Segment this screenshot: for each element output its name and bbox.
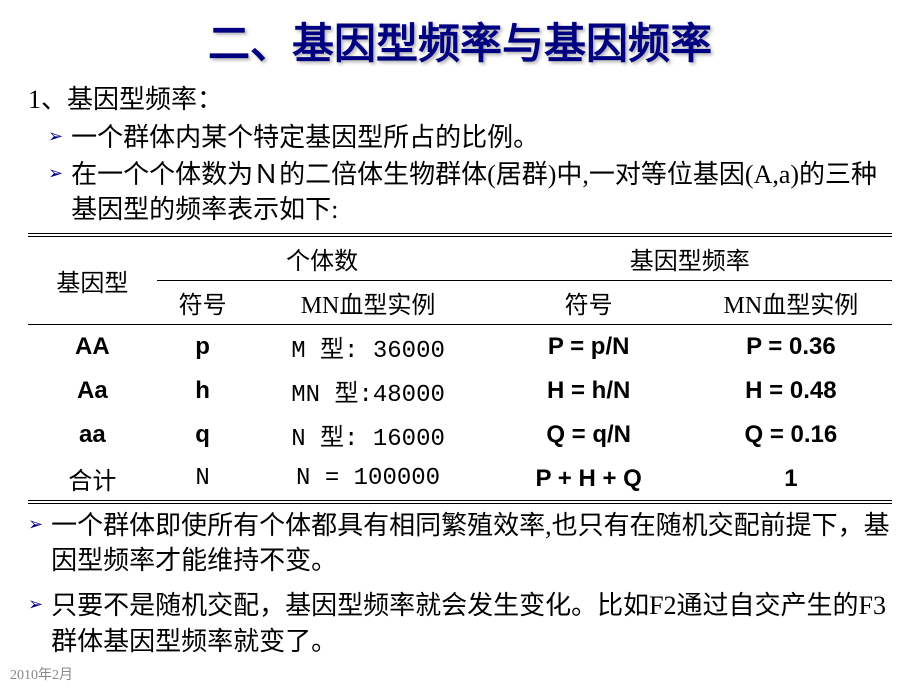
table-row: 合计 N N = 100000 P + H + Q 1 [28, 457, 892, 502]
bullet-text: 只要不是随机交配，基因型频率就会发生变化。比如F2通过自交产生的F3群体基因型频… [51, 588, 892, 658]
slide-title: 二、基因型频率与基因频率 [0, 0, 920, 79]
th-freq: 基因型频率 [488, 235, 892, 281]
chevron-icon: ➢ [48, 163, 63, 184]
bullet-item: ➢ 一个群体即使所有个体都具有相同繁殖效率,也只有在随机交配前提下，基因型频率才… [28, 508, 892, 578]
th-example: MN血型实例 [690, 281, 892, 325]
table-row: AA p M 型: 36000 P = p/N P = 0.36 [28, 325, 892, 370]
cell-formula: P + H + Q [488, 457, 690, 502]
content-area: 1、基因型频率： ➢ 一个群体内某个特定基因型所占的比例。 ➢ 在一个个体数为Ｎ… [0, 79, 920, 659]
chevron-icon: ➢ [28, 514, 43, 535]
cell-val: P = 0.36 [690, 325, 892, 370]
cell-sym: p [157, 325, 249, 370]
cell-ex: N = 100000 [249, 457, 488, 502]
section-heading: 1、基因型频率： [28, 79, 892, 116]
table-row: Aa h MN 型:48000 H = h/N H = 0.48 [28, 369, 892, 413]
cell-sym: N [157, 457, 249, 502]
cell-ex: N 型: 16000 [249, 413, 488, 457]
table-row: aa q N 型: 16000 Q = q/N Q = 0.16 [28, 413, 892, 457]
cell-val: 1 [690, 457, 892, 502]
cell-formula: H = h/N [488, 369, 690, 413]
cell-formula: P = p/N [488, 325, 690, 370]
cell-ex: M 型: 36000 [249, 325, 488, 370]
bullet-text: 在一个个体数为Ｎ的二倍体生物群体(居群)中,一对等位基因(A,a)的三种基因型的… [71, 157, 892, 227]
genotype-table: 基因型 个体数 基因型频率 符号 MN血型实例 符号 MN血型实例 AA p M… [28, 233, 892, 504]
bullet-item: ➢ 在一个个体数为Ｎ的二倍体生物群体(居群)中,一对等位基因(A,a)的三种基因… [48, 157, 892, 227]
cell-sym: q [157, 413, 249, 457]
bullet-text: 一个群体即使所有个体都具有相同繁殖效率,也只有在随机交配前提下，基因型频率才能维… [51, 508, 892, 578]
chevron-icon: ➢ [28, 594, 43, 615]
cell-val: Q = 0.16 [690, 413, 892, 457]
cell-val: H = 0.48 [690, 369, 892, 413]
cell-geno: 合计 [28, 457, 157, 502]
cell-ex: MN 型:48000 [249, 369, 488, 413]
bullet-text: 一个群体内某个特定基因型所占的比例。 [71, 120, 539, 155]
chevron-icon: ➢ [48, 126, 63, 147]
cell-formula: Q = q/N [488, 413, 690, 457]
cell-sym: h [157, 369, 249, 413]
cell-geno: Aa [28, 369, 157, 413]
th-symbol: 符号 [488, 281, 690, 325]
th-symbol: 符号 [157, 281, 249, 325]
th-genotype: 基因型 [28, 235, 157, 325]
cell-geno: aa [28, 413, 157, 457]
bullet-item: ➢ 只要不是随机交配，基因型频率就会发生变化。比如F2通过自交产生的F3群体基因… [28, 588, 892, 658]
th-example: MN血型实例 [249, 281, 488, 325]
th-count: 个体数 [157, 235, 488, 281]
bullet-item: ➢ 一个群体内某个特定基因型所占的比例。 [48, 120, 892, 155]
cell-geno: AA [28, 325, 157, 370]
footer-date: 2010年2月 [10, 664, 73, 684]
